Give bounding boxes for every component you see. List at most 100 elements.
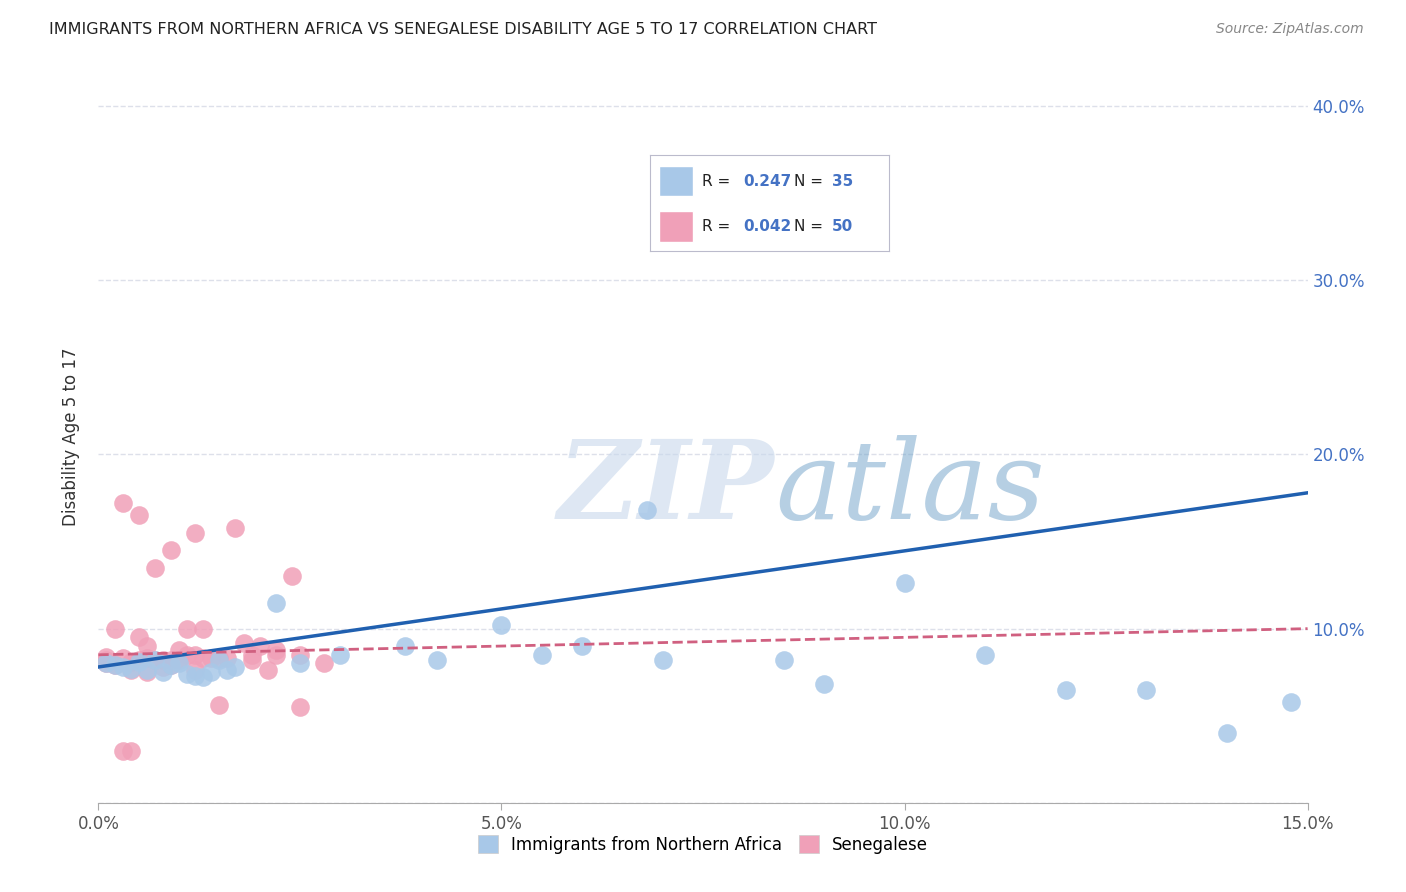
- Point: [1054, 682, 1077, 697]
- Point: [232, 635, 254, 649]
- Point: [160, 658, 183, 673]
- Point: [184, 664, 207, 678]
- Point: [240, 653, 263, 667]
- Point: [184, 525, 207, 540]
- Point: [152, 665, 174, 680]
- Point: [200, 665, 222, 680]
- Point: [224, 521, 246, 535]
- Point: [176, 648, 198, 662]
- Point: [217, 651, 239, 665]
- Point: [128, 631, 150, 645]
- Point: [135, 665, 157, 680]
- Point: [772, 653, 794, 667]
- Point: [96, 653, 118, 667]
- Point: [120, 664, 142, 678]
- Point: [184, 668, 207, 682]
- Point: [160, 543, 183, 558]
- Point: [264, 642, 287, 657]
- Point: [193, 622, 215, 636]
- Point: [974, 648, 997, 662]
- Point: [103, 622, 125, 636]
- Point: [893, 576, 915, 591]
- Point: [120, 655, 142, 669]
- Text: atlas: atlas: [776, 434, 1045, 542]
- Point: [96, 649, 118, 664]
- Point: [1216, 726, 1239, 740]
- Point: [281, 569, 304, 583]
- Point: [160, 653, 183, 667]
- Point: [288, 700, 311, 714]
- Point: [160, 658, 183, 673]
- Point: [167, 657, 190, 671]
- FancyBboxPatch shape: [659, 166, 693, 196]
- Y-axis label: Disability Age 5 to 17: Disability Age 5 to 17: [62, 348, 80, 526]
- Point: [288, 657, 311, 671]
- Point: [120, 743, 142, 757]
- Point: [176, 622, 198, 636]
- Point: [249, 639, 271, 653]
- Point: [1281, 695, 1303, 709]
- Point: [111, 651, 134, 665]
- Point: [329, 648, 352, 662]
- Point: [176, 667, 198, 681]
- Point: [1135, 682, 1157, 697]
- Text: 35: 35: [832, 174, 853, 188]
- Point: [394, 639, 416, 653]
- Point: [152, 660, 174, 674]
- Point: [111, 660, 134, 674]
- Point: [193, 651, 215, 665]
- Point: [426, 653, 449, 667]
- Point: [103, 658, 125, 673]
- Point: [530, 648, 553, 662]
- Point: [651, 653, 673, 667]
- Text: IMMIGRANTS FROM NORTHERN AFRICA VS SENEGALESE DISABILITY AGE 5 TO 17 CORRELATION: IMMIGRANTS FROM NORTHERN AFRICA VS SENEG…: [49, 22, 877, 37]
- Point: [103, 658, 125, 673]
- Point: [152, 653, 174, 667]
- Point: [200, 651, 222, 665]
- Point: [111, 743, 134, 757]
- Text: R =: R =: [703, 219, 735, 234]
- Point: [143, 560, 166, 574]
- Point: [571, 639, 593, 653]
- Point: [256, 664, 278, 678]
- Point: [167, 653, 190, 667]
- Point: [167, 653, 190, 667]
- Point: [128, 508, 150, 523]
- Point: [184, 648, 207, 662]
- Point: [128, 653, 150, 667]
- Point: [135, 651, 157, 665]
- Text: 0.042: 0.042: [744, 219, 792, 234]
- Point: [208, 651, 231, 665]
- Text: 50: 50: [832, 219, 853, 234]
- Point: [135, 664, 157, 678]
- Point: [167, 642, 190, 657]
- Text: N =: N =: [793, 219, 828, 234]
- Point: [813, 677, 835, 691]
- Point: [224, 660, 246, 674]
- Point: [128, 655, 150, 669]
- Point: [143, 653, 166, 667]
- Point: [111, 496, 134, 510]
- Point: [217, 664, 239, 678]
- Point: [96, 657, 118, 671]
- Text: Source: ZipAtlas.com: Source: ZipAtlas.com: [1216, 22, 1364, 37]
- Point: [135, 639, 157, 653]
- Point: [96, 657, 118, 671]
- Point: [288, 648, 311, 662]
- Point: [208, 653, 231, 667]
- Point: [314, 657, 336, 671]
- Point: [208, 698, 231, 713]
- Text: R =: R =: [703, 174, 735, 188]
- Point: [491, 618, 513, 632]
- Text: 0.247: 0.247: [744, 174, 792, 188]
- FancyBboxPatch shape: [659, 211, 693, 242]
- Text: ZIP: ZIP: [558, 434, 775, 542]
- Point: [264, 648, 287, 662]
- Point: [120, 662, 142, 676]
- Text: N =: N =: [793, 174, 828, 188]
- Point: [193, 670, 215, 684]
- Point: [143, 653, 166, 667]
- Point: [636, 503, 658, 517]
- Legend: Immigrants from Northern Africa, Senegalese: Immigrants from Northern Africa, Senegal…: [471, 829, 935, 860]
- Point: [264, 595, 287, 609]
